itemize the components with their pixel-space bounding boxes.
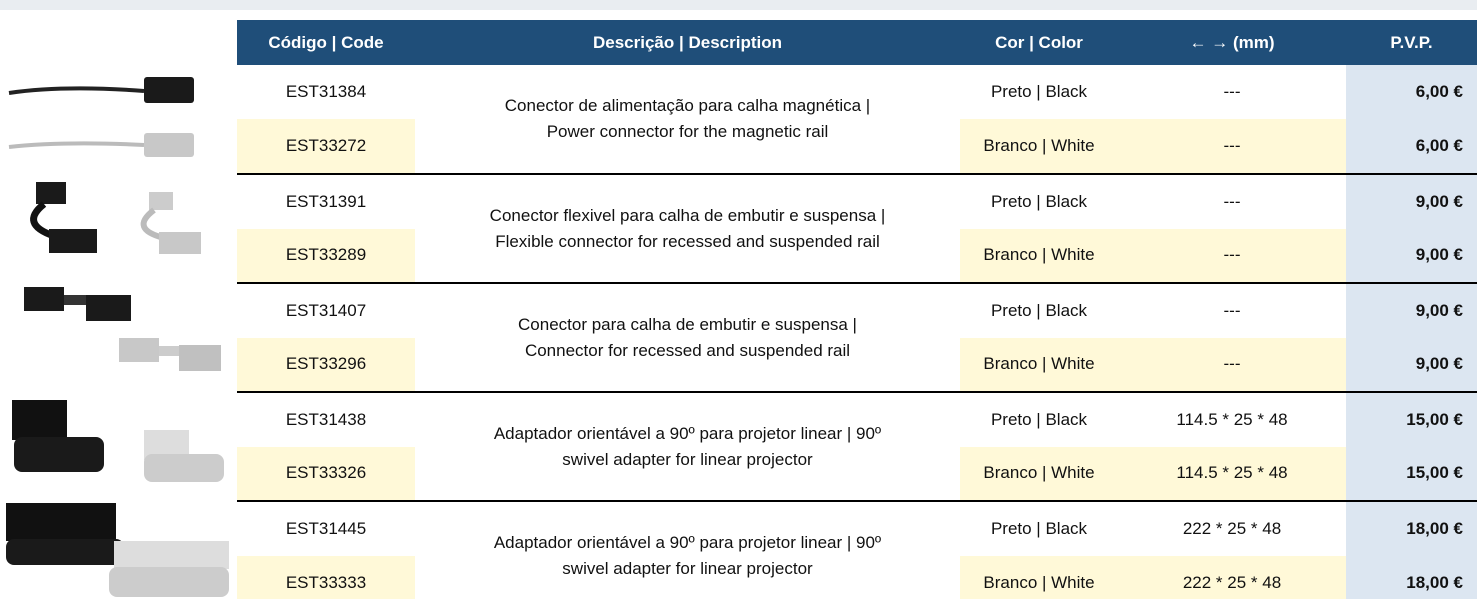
description: Adaptador orientável a 90º para projetor…	[415, 391, 960, 501]
product-image	[11, 400, 224, 482]
description-line: Flexible connector for recessed and susp…	[495, 231, 880, 251]
color: Branco | White	[960, 446, 1118, 501]
price: 6,00 €	[1346, 65, 1477, 119]
color: Preto | Black	[990, 81, 1088, 101]
description: Conector para calha de embutir e suspens…	[415, 282, 960, 392]
price: 18,00 €	[1346, 500, 1477, 556]
color: Preto | Black	[960, 282, 1118, 338]
description-line: Conector para calha de embutir e suspens…	[518, 314, 857, 334]
description-line: swivel adapter for linear projector	[562, 559, 813, 578]
description-line: Adaptador orientável a 90º para projetor…	[493, 533, 882, 552]
product-image	[5, 503, 229, 597]
dimensions: ---	[1223, 81, 1241, 101]
description: Conector flexivel para calha de embutir …	[415, 173, 960, 283]
description-line: Conector flexivel para calha de embutir …	[489, 205, 886, 225]
code: EST33296	[237, 337, 415, 392]
top-strip	[0, 0, 1477, 10]
description-line: Connector for recessed and suspended rai…	[524, 340, 851, 360]
color: Branco | White	[960, 556, 1118, 599]
price: 9,00 €	[1346, 282, 1477, 338]
dimensions: ---	[1118, 282, 1346, 338]
description-line: Adaptador orientável a 90º para projetor…	[493, 423, 882, 443]
color: Branco | White	[960, 118, 1118, 174]
column-header: Cor | Color	[960, 20, 1118, 65]
price: 18,00 €	[1346, 556, 1477, 599]
description-line: swivel adapter for linear projector	[562, 449, 813, 469]
image-cell	[0, 65, 237, 174]
color: Branco | White	[960, 228, 1118, 283]
dimensions: 222 * 25 * 48	[1118, 556, 1346, 599]
dimensions: 222 * 25 * 48	[1118, 500, 1346, 556]
code: EST31391	[237, 173, 415, 229]
column-header: ← → (mm)	[1118, 20, 1346, 65]
description-line: Conector de alimentação para calha magné…	[504, 96, 871, 115]
code: EST33289	[237, 228, 415, 283]
color: Preto | Black	[960, 500, 1118, 556]
blank-header	[0, 20, 237, 65]
dimensions: 114.5 * 25 * 48	[1118, 391, 1346, 447]
product-image	[23, 287, 221, 371]
code: EST33326	[237, 446, 415, 501]
dimensions: ---	[1118, 337, 1346, 392]
code: EST31384	[285, 81, 367, 101]
code: EST33272	[237, 118, 415, 174]
code: EST31407	[237, 282, 415, 338]
price: 9,00 €	[1346, 337, 1477, 392]
code: EST31438	[237, 391, 415, 447]
price: 9,00 €	[1346, 173, 1477, 229]
column-header: P.V.P.	[1346, 20, 1477, 65]
price: 6,00 €	[1346, 118, 1477, 174]
description: Conector de alimentação para calha magné…	[415, 65, 960, 174]
description-line: Power connector for the magnetic rail	[546, 122, 829, 141]
price-table: Código | Code Descrição | Description Cor …	[0, 20, 1477, 599]
description: Adaptador orientável a 90º para projetor…	[415, 500, 960, 599]
color: Preto | Black	[960, 391, 1118, 447]
code: EST33333	[237, 556, 415, 599]
price: 15,00 €	[1346, 446, 1477, 501]
column-header: Código | Code	[237, 20, 415, 65]
dimensions: ---	[1118, 228, 1346, 283]
product-image	[29, 182, 201, 254]
column-header: Descrição | Description	[415, 20, 960, 65]
color: Branco | White	[960, 337, 1118, 392]
image-cell	[0, 501, 237, 599]
image-cell	[0, 283, 237, 392]
image-cell	[0, 174, 237, 283]
price: 15,00 €	[1346, 391, 1477, 447]
code: EST31445	[237, 500, 415, 556]
product-image	[8, 77, 194, 157]
dimensions: ---	[1118, 118, 1346, 174]
dimensions: 114.5 * 25 * 48	[1118, 446, 1346, 501]
image-cell	[0, 392, 237, 501]
color: Preto | Black	[960, 173, 1118, 229]
dimensions: ---	[1118, 173, 1346, 229]
price: 9,00 €	[1346, 228, 1477, 283]
